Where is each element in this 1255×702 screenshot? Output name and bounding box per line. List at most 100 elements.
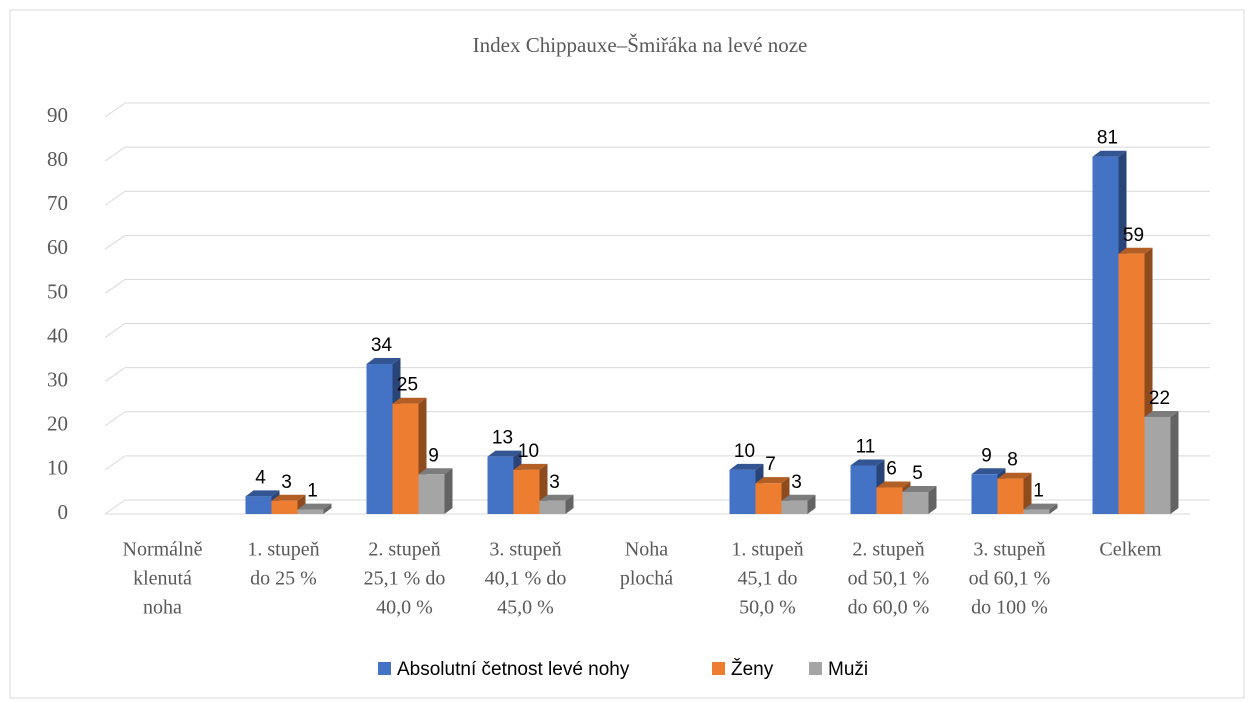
x-tick-label: Noha <box>625 539 668 561</box>
bar-side <box>444 468 453 514</box>
legend-swatch <box>712 662 725 675</box>
bar-top <box>755 477 790 484</box>
bar-side <box>928 485 937 514</box>
bar-front <box>418 474 445 514</box>
x-tick-label: noha <box>143 597 182 619</box>
data-label: 5 <box>912 463 923 484</box>
bar-front <box>1023 509 1050 514</box>
legend-swatch <box>809 662 822 675</box>
bar-top <box>876 481 911 488</box>
chart-border <box>9 9 1245 699</box>
grid-line-depth <box>104 499 126 515</box>
bar-front <box>850 465 877 514</box>
bar-side <box>565 494 574 514</box>
bar-top <box>1144 410 1179 417</box>
data-label: 8 <box>1007 450 1018 471</box>
bar-top <box>513 463 548 470</box>
bar-top <box>1023 503 1058 510</box>
grid-line-depth <box>104 367 126 383</box>
bar-front <box>366 364 393 514</box>
bar-front <box>513 469 540 514</box>
data-label: 81 <box>1097 128 1118 149</box>
x-tick-label: 3. stupeň <box>973 539 1045 561</box>
bar <box>902 485 937 514</box>
x-tick-label: 3. stupeň <box>489 539 561 561</box>
y-tick-label: 60 <box>47 235 68 259</box>
x-tick-label: plochá <box>620 568 673 590</box>
grid-line-depth <box>104 279 126 294</box>
x-tick-label: 40,1 % do <box>485 568 567 590</box>
data-label: 11 <box>856 436 876 457</box>
x-tick-label: od 60,1 % <box>969 568 1051 590</box>
bar-front <box>876 487 903 514</box>
bar-side <box>1170 410 1179 514</box>
x-tick-label: 2. stupeň <box>852 539 924 561</box>
grid-line-depth <box>104 234 126 250</box>
data-label: 25 <box>397 375 418 396</box>
bar-front <box>997 478 1024 514</box>
bar <box>418 468 453 514</box>
y-tick-label: 30 <box>47 367 68 391</box>
data-label: 9 <box>981 445 992 466</box>
x-tick-label: 1. stupeň <box>247 539 319 561</box>
data-label: 13 <box>492 428 513 449</box>
bar-front <box>729 469 756 514</box>
bar <box>297 503 332 514</box>
bar-top <box>366 358 401 365</box>
bar-top <box>392 397 427 404</box>
bar-top <box>418 468 453 475</box>
y-tick-label: 50 <box>47 279 68 303</box>
bar <box>1144 410 1179 514</box>
y-tick-label: 90 <box>47 103 68 127</box>
grid-line-depth <box>104 455 126 471</box>
bar-top <box>971 468 1006 475</box>
bar-front <box>245 496 272 514</box>
bar-top <box>997 472 1032 479</box>
bar <box>1023 503 1058 514</box>
x-tick-label: 45,0 % <box>497 597 554 619</box>
bar-top <box>539 494 574 501</box>
bar-front <box>487 456 514 514</box>
bar-top <box>1092 150 1127 157</box>
bar <box>271 494 306 514</box>
data-label: 1 <box>1033 481 1044 502</box>
x-tick-label: Celkem <box>1099 539 1162 561</box>
bar-top <box>902 485 937 492</box>
x-tick-label: od 50,1 % <box>848 568 930 590</box>
x-tick-label: 40,0 % <box>376 597 433 619</box>
bar-front <box>971 474 998 514</box>
data-label: 59 <box>1123 225 1144 246</box>
data-label: 6 <box>886 459 897 480</box>
bar-top <box>487 450 522 457</box>
bar <box>366 358 401 514</box>
bar-side <box>1023 472 1032 514</box>
bar-front <box>271 500 298 514</box>
bar-side <box>807 494 816 514</box>
bar <box>392 397 427 514</box>
legend-label: Ženy <box>731 658 774 680</box>
data-label: 3 <box>791 472 802 493</box>
bar-front <box>781 500 808 514</box>
y-tick-label: 20 <box>47 412 68 436</box>
x-tick-label: 25,1 % do <box>364 568 446 590</box>
bar-top <box>850 459 885 466</box>
x-tick-label: do 100 % <box>971 597 1048 619</box>
grid-line-depth <box>104 146 126 162</box>
bar-front <box>297 509 324 514</box>
bar-side <box>1049 503 1058 514</box>
bar-top <box>1118 247 1153 254</box>
data-label: 22 <box>1149 388 1170 409</box>
data-label: 34 <box>371 335 393 356</box>
bar-top <box>297 503 332 510</box>
x-tick-label: Normálně <box>123 539 203 561</box>
chart-title: Index Chippauxe–Šmiřáka na levé noze <box>473 33 808 57</box>
x-tick-label: 45,1 do <box>738 568 798 590</box>
bar <box>539 494 574 514</box>
x-tick-label: do 25 % <box>250 568 317 590</box>
data-label: 10 <box>518 441 539 462</box>
y-tick-label: 70 <box>47 191 68 215</box>
grid-line-depth <box>104 102 126 118</box>
grid-line-depth <box>104 323 126 338</box>
data-label: 9 <box>428 445 439 466</box>
